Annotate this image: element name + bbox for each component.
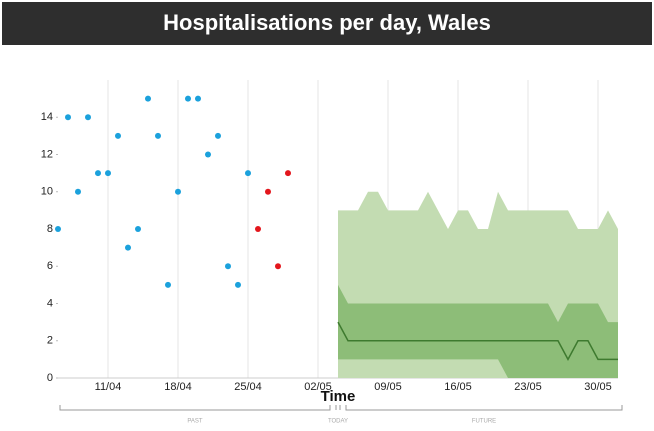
point <box>155 132 161 139</box>
point <box>245 170 251 177</box>
y-tick-label: 2 <box>47 335 53 347</box>
x-tick-label: 02/05 <box>304 381 332 393</box>
point <box>165 281 171 288</box>
point <box>65 114 71 121</box>
y-tick-label: 4 <box>47 297 53 309</box>
y-tick-label: 10 <box>41 186 53 198</box>
point <box>235 281 241 288</box>
x-tick-label: 30/05 <box>584 381 612 393</box>
x-tick-label: 09/05 <box>374 381 402 393</box>
y-tick-label: 8 <box>47 223 53 235</box>
point <box>185 95 191 102</box>
point <box>255 226 261 232</box>
point <box>195 95 201 102</box>
period-label: PAST <box>187 419 203 425</box>
point <box>275 263 281 270</box>
point <box>285 170 291 177</box>
period-label: TODAY <box>328 419 348 425</box>
x-tick-label: 25/04 <box>234 381 262 393</box>
point <box>85 114 91 121</box>
point <box>115 132 121 139</box>
point <box>95 170 101 177</box>
point <box>225 263 231 270</box>
y-tick-label: 6 <box>47 260 53 272</box>
y-tick-label: 14 <box>41 111 53 123</box>
point <box>75 188 81 195</box>
point <box>145 95 151 102</box>
point <box>175 188 181 195</box>
median-line <box>337 321 618 361</box>
x-tick-label: 18/04 <box>164 381 192 393</box>
chart-title: Hospitalisations per day, Wales <box>163 10 491 35</box>
point <box>205 151 211 158</box>
x-tick-label: 16/05 <box>444 381 472 393</box>
point <box>265 188 271 195</box>
x-tick-label: 23/05 <box>514 381 542 393</box>
y-tick-label: 12 <box>41 148 53 160</box>
period-label: FUTURE <box>472 419 496 425</box>
inner-band <box>338 284 618 378</box>
x-axis-label: Time <box>321 388 356 405</box>
point <box>55 226 61 232</box>
period-brackets <box>59 405 623 411</box>
point <box>125 244 131 251</box>
title-bar <box>2 2 652 45</box>
x-tick-label: 11/04 <box>95 381 122 393</box>
y-tick-label: 0 <box>47 372 53 384</box>
point <box>105 170 111 177</box>
point <box>215 132 221 139</box>
point <box>135 226 141 232</box>
